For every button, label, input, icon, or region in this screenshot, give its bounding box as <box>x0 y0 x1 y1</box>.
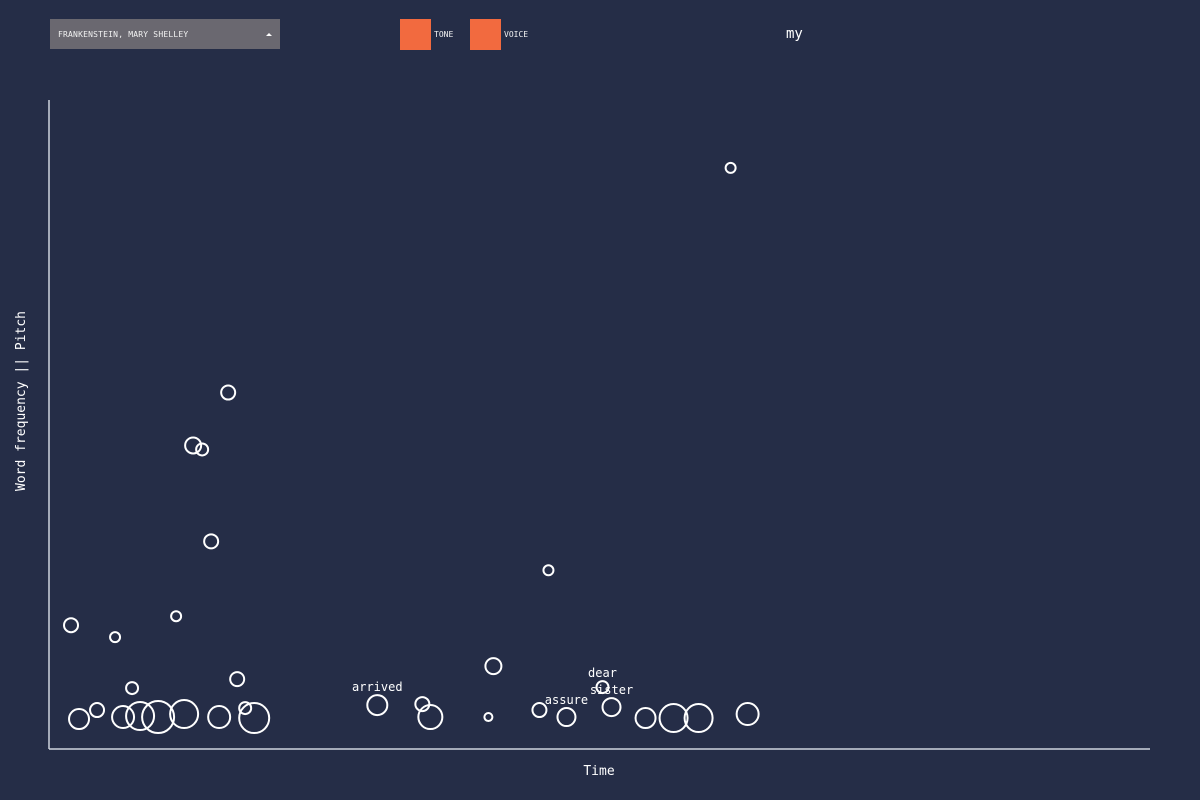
voice-toggle[interactable]: VOICE <box>470 19 528 50</box>
word-point[interactable] <box>68 708 91 731</box>
word-point[interactable] <box>484 657 503 676</box>
word-point[interactable] <box>417 704 444 731</box>
word-point[interactable] <box>634 707 657 730</box>
word-point[interactable] <box>414 696 431 713</box>
word-point[interactable] <box>207 705 232 730</box>
tone-toggle[interactable]: TONE <box>400 19 453 50</box>
word-point[interactable] <box>169 699 200 730</box>
caret-up-icon <box>266 32 272 36</box>
word-point[interactable] <box>658 703 689 734</box>
word-label: assure <box>545 693 588 707</box>
book-select[interactable]: FRANKENSTEIN, MARY SHELLEY <box>50 19 280 49</box>
book-select-value: FRANKENSTEIN, MARY SHELLEY <box>58 29 189 39</box>
voice-toggle-label: VOICE <box>504 30 529 39</box>
word-point[interactable] <box>89 702 106 719</box>
word-point[interactable] <box>601 697 622 718</box>
tone-toggle-label: TONE <box>434 30 454 39</box>
word-label: arrived <box>352 680 403 694</box>
word-point[interactable] <box>220 384 237 401</box>
word-label: sister <box>590 683 633 697</box>
word-point[interactable] <box>595 680 610 695</box>
y-axis-title: Word frequency || Pitch <box>14 311 29 491</box>
word-label: dear <box>588 666 617 680</box>
word-point[interactable] <box>735 702 760 727</box>
word-point[interactable] <box>483 712 494 723</box>
word-point[interactable] <box>170 610 183 623</box>
points-layer <box>63 161 760 735</box>
word-point[interactable] <box>125 681 140 696</box>
word-point[interactable] <box>109 631 122 644</box>
word-point[interactable] <box>203 533 220 550</box>
word-point[interactable] <box>184 436 203 455</box>
x-axis-title: Time <box>583 764 614 779</box>
word-point[interactable] <box>238 702 271 735</box>
word-point[interactable] <box>229 671 246 688</box>
tone-swatch <box>400 19 431 50</box>
word-point[interactable] <box>141 700 176 735</box>
hovered-word: my <box>786 26 803 42</box>
word-point[interactable] <box>556 707 577 728</box>
word-point[interactable] <box>531 702 548 719</box>
word-point[interactable] <box>111 705 136 730</box>
word-point[interactable] <box>366 694 389 717</box>
word-point[interactable] <box>63 617 80 634</box>
word-point[interactable] <box>542 564 555 577</box>
word-point[interactable] <box>238 701 253 716</box>
word-point[interactable] <box>195 442 210 457</box>
word-point[interactable] <box>724 161 737 174</box>
word-point[interactable] <box>125 701 156 732</box>
voice-swatch <box>470 19 501 50</box>
word-point[interactable] <box>683 703 714 734</box>
